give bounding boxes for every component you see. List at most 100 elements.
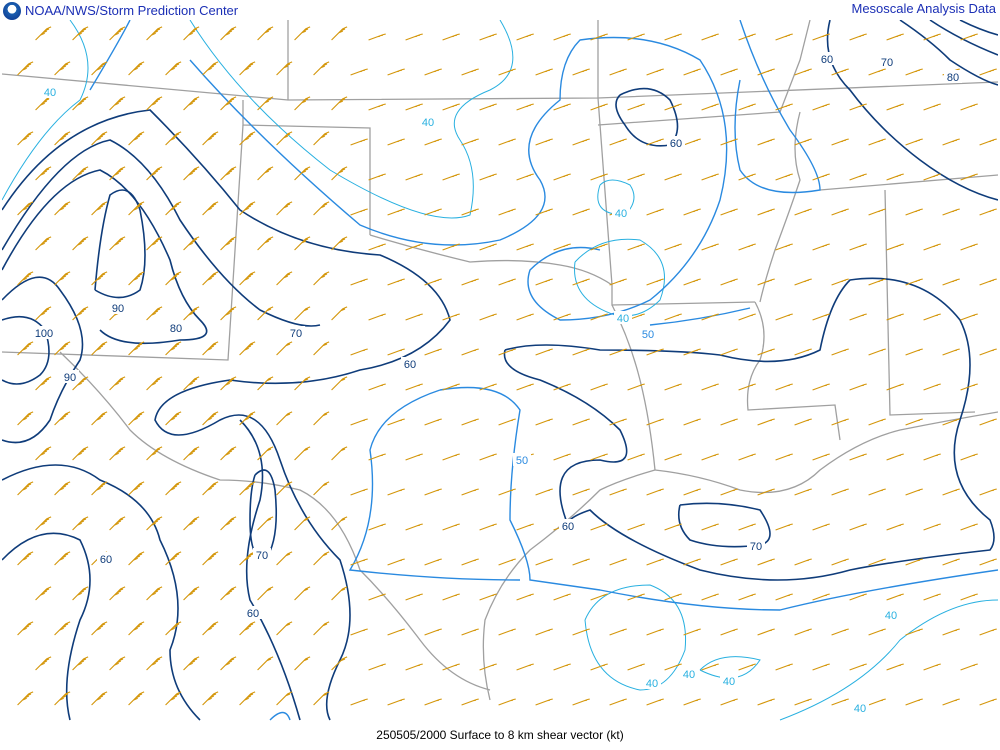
wind-barb [572,698,590,706]
wind-barb [627,173,645,181]
wind-barb [276,691,293,706]
wind-barb [590,103,608,111]
wind-barb [516,313,534,321]
wind-barb [757,68,775,76]
wind-barb [220,306,237,321]
wind-barb [498,138,516,146]
wind-barb [553,593,571,601]
wind-barb [461,208,479,216]
wind-barb [368,383,386,391]
wind-barb [590,243,608,251]
wind-barb [794,418,812,426]
wind-barb [313,271,330,286]
wind-barb [498,208,516,216]
wind-barb [128,201,145,216]
wind-barb [627,593,645,601]
wind-barb [368,243,386,251]
wind-barb [405,103,423,111]
wind-barb [220,26,237,41]
wind-barb [387,138,405,146]
wind-barb [868,68,886,76]
wind-barb [738,383,756,391]
wind-barb [831,138,849,146]
wind-barb [387,68,405,76]
wind-barb [646,208,664,216]
wind-barb [646,628,664,636]
wind-barb [942,208,960,216]
wind-barb [350,488,368,496]
wind-barb [664,243,682,251]
wind-barb [257,96,274,111]
wind-barb [498,348,516,356]
wind-barb [294,586,311,601]
wind-barb [442,523,460,531]
wind-barb [794,558,812,566]
wind-barb [812,523,830,531]
wind-barb [664,453,682,461]
wind-barb [757,278,775,286]
contour-label: 50 [642,329,654,341]
wind-barb [350,138,368,146]
wind-barb [128,691,145,706]
wind-barb [424,698,442,706]
wind-barb [479,33,497,41]
wind-barb [516,173,534,181]
wind-barb [664,103,682,111]
wind-barb [553,453,571,461]
shear-map: 40 40 40 40 50 50 60 60 70 80 90 80 70 60 100 90 60 70 60 6… [2,20,998,721]
wind-barb [683,418,701,426]
wind-barb [849,243,867,251]
wind-barb [183,516,200,531]
contour-label: 40 [723,676,735,688]
wind-barb [590,173,608,181]
wind-barb [683,558,701,566]
wind-barb [202,691,219,706]
wind-barb [183,166,200,181]
wind-barb [202,271,219,286]
header-title: NOAA/NWS/Storm Prediction Center [25,2,239,18]
wind-barb [72,26,89,41]
wind-barb [35,26,52,41]
wind-barb [498,628,516,636]
wind-barb [54,131,71,146]
wind-barb [54,271,71,286]
wind-barb [609,558,627,566]
wind-barb [868,628,886,636]
wind-barb [461,138,479,146]
wind-barb [202,481,219,496]
wind-barb [331,96,348,111]
wind-barb [35,236,52,251]
wind-barb [905,418,923,426]
wind-barb [535,628,553,636]
wind-barb [498,698,516,706]
wind-barb [331,516,348,531]
contour-label: 40 [854,703,866,715]
wind-barb [516,103,534,111]
wind-barb [849,383,867,391]
wind-barb [424,208,442,216]
wind-barb [276,61,293,76]
wind-barb [54,481,71,496]
contours-60plus [2,20,998,721]
contour-label: 60 [821,54,833,66]
wind-barb [109,586,126,601]
wind-barb [165,131,182,146]
wind-barb [775,313,793,321]
wind-barb [91,411,108,426]
wind-barb [812,243,830,251]
wind-barb [516,523,534,531]
wind-barb [424,628,442,636]
wind-barb [553,33,571,41]
wind-barb [572,68,590,76]
wind-barb [960,33,978,41]
wind-barb [960,523,978,531]
wind-barb [794,208,812,216]
state-borders [2,20,998,701]
wind-barb [757,208,775,216]
wind-barb [942,628,960,636]
wind-barb [479,453,497,461]
wind-barb [720,698,738,706]
wind-barb [442,243,460,251]
wind-barb [405,243,423,251]
wind-barb [886,523,904,531]
